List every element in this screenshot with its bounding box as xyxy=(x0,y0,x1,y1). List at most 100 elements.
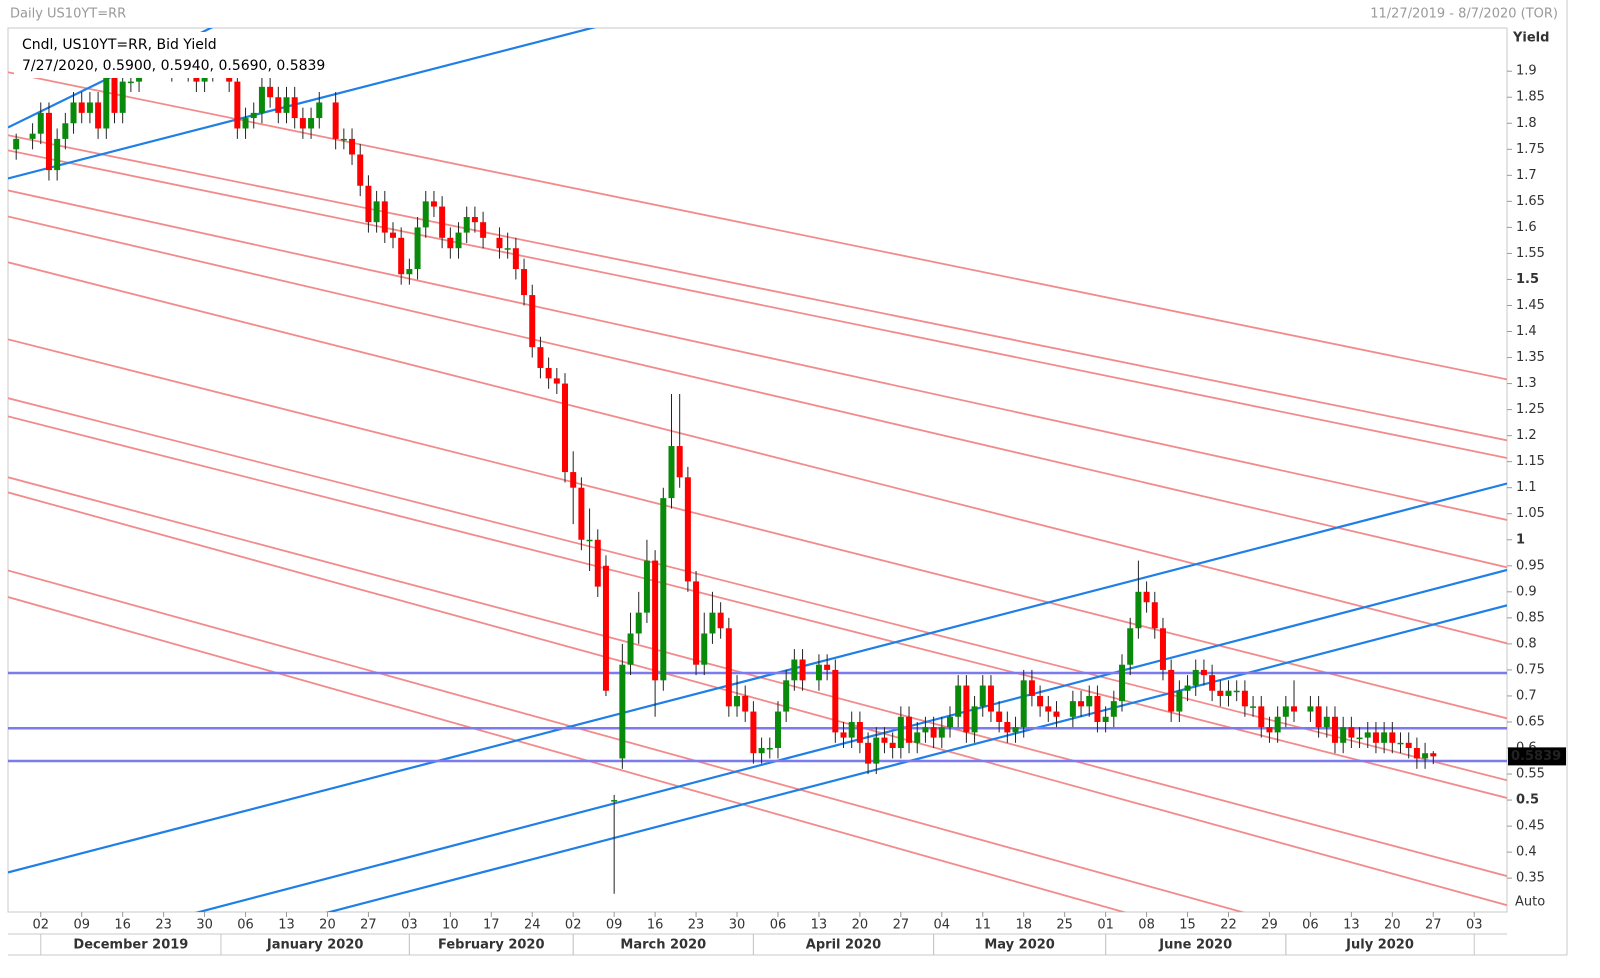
candle-body xyxy=(889,742,896,749)
x-tick-label: 20 xyxy=(319,918,336,933)
candle-body xyxy=(1274,716,1281,733)
candle-body xyxy=(897,716,904,749)
candle-body xyxy=(340,138,347,141)
month-label: April 2020 xyxy=(806,938,881,953)
candle-body xyxy=(78,102,85,113)
candle-body xyxy=(930,727,937,738)
y-tick-label: 0.7 xyxy=(1516,688,1537,703)
x-tick-label: 13 xyxy=(1343,918,1360,933)
x-tick-label: 06 xyxy=(237,918,254,933)
x-tick-label: 03 xyxy=(1466,918,1483,933)
candle-body xyxy=(865,742,872,764)
candle-body xyxy=(1102,716,1109,722)
candle-body xyxy=(1168,669,1175,712)
candle-body xyxy=(373,201,380,223)
candle-body xyxy=(234,81,241,129)
y-tick-label: 1.3 xyxy=(1516,376,1537,391)
x-tick-label: 09 xyxy=(73,918,90,933)
month-label: June 2020 xyxy=(1158,938,1232,953)
last-value-label: 0.5839 xyxy=(1511,749,1561,764)
candle-body xyxy=(848,721,855,738)
y-tick-label: 0.35 xyxy=(1516,871,1545,886)
y-tick-label: 1.9 xyxy=(1516,64,1537,79)
x-tick-label: 09 xyxy=(606,918,623,933)
trend-line xyxy=(8,397,1507,782)
y-tick-label: 1.85 xyxy=(1516,90,1545,105)
month-label: March 2020 xyxy=(620,938,706,953)
candle-body xyxy=(37,112,44,134)
date-range: 11/27/2019 - 8/7/2020 (TOR) xyxy=(1370,7,1558,22)
candle-body xyxy=(553,378,560,384)
y-tick-label: 1.1 xyxy=(1516,480,1537,495)
candle-body xyxy=(381,201,388,233)
candle-body xyxy=(45,112,52,171)
candle-body xyxy=(840,732,847,738)
candle-body xyxy=(693,581,700,665)
x-tick-label: 22 xyxy=(1220,918,1237,933)
x-tick-label: 03 xyxy=(401,918,418,933)
candle-body xyxy=(725,628,732,707)
candle-body xyxy=(783,680,790,712)
candle-body xyxy=(1307,706,1314,712)
y-tick-label: 1.5 xyxy=(1516,272,1539,287)
candle-body xyxy=(815,664,822,681)
x-tick-label: 16 xyxy=(647,918,664,933)
candle-body xyxy=(1110,701,1117,717)
x-tick-label: 06 xyxy=(1302,918,1319,933)
trend-line xyxy=(8,482,1507,874)
trend-line xyxy=(8,149,1507,459)
x-tick-label: 13 xyxy=(278,918,295,933)
plot-frame xyxy=(7,27,1508,913)
trend-line xyxy=(8,415,1507,799)
candles xyxy=(13,45,1437,894)
y-tick-label: 0.9 xyxy=(1516,584,1537,599)
candle-body xyxy=(1348,727,1355,738)
candle-body xyxy=(275,97,282,113)
x-tick-label: 25 xyxy=(1056,918,1073,933)
candle-body xyxy=(496,237,503,249)
candle-body xyxy=(1119,664,1126,702)
x-tick-label: 27 xyxy=(360,918,377,933)
candle-body xyxy=(1413,748,1420,759)
trend-line xyxy=(325,604,1507,912)
candle-body xyxy=(611,800,618,802)
x-tick-label: 20 xyxy=(1384,918,1401,933)
candle-body xyxy=(1241,690,1248,707)
candle-body xyxy=(684,477,691,582)
x-tick-label: 20 xyxy=(852,918,869,933)
candle-body xyxy=(750,711,757,754)
candle-body xyxy=(996,711,1003,722)
candle-body xyxy=(1045,706,1052,712)
candle-body xyxy=(365,185,372,223)
candle-body xyxy=(111,71,118,113)
candle-body xyxy=(824,664,831,670)
candle-body xyxy=(1069,701,1076,717)
candle-body xyxy=(1422,753,1429,759)
candle-body xyxy=(389,232,396,238)
candle-body xyxy=(1340,727,1347,743)
x-tick-label: 27 xyxy=(1425,918,1442,933)
candle-body xyxy=(758,748,765,754)
candle-body xyxy=(308,118,315,129)
candle-body xyxy=(1282,706,1289,717)
x-tick-label: 30 xyxy=(196,918,213,933)
candle-body xyxy=(1200,669,1207,676)
y-tick-label: 1.35 xyxy=(1516,350,1545,365)
candle-body xyxy=(422,201,429,228)
candle-body xyxy=(13,138,20,150)
candle-body xyxy=(283,97,290,113)
trend-line xyxy=(8,189,1507,521)
candle-body xyxy=(717,612,724,629)
y-tick-label: 1.55 xyxy=(1516,246,1545,261)
x-tick-label: 27 xyxy=(893,918,910,933)
candle-body xyxy=(1159,628,1166,670)
trend-line xyxy=(8,28,597,180)
y-tick-label: 1.15 xyxy=(1516,454,1545,469)
candle-body xyxy=(103,71,110,129)
candle-body xyxy=(1094,695,1101,722)
x-tick-label: 17 xyxy=(483,918,500,933)
month-label: July 2020 xyxy=(1345,938,1414,953)
y-tick-label: 0.8 xyxy=(1516,636,1537,651)
candle-body xyxy=(62,123,69,139)
